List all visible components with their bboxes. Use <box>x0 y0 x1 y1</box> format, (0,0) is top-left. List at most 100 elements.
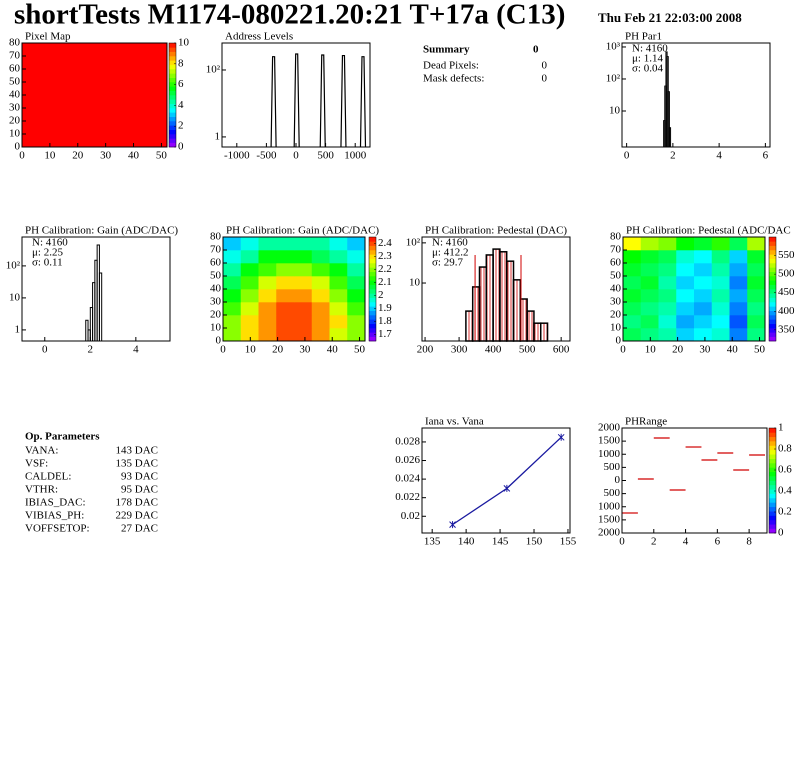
colorbar-segment <box>769 480 776 486</box>
param-label: CALDEL: <box>25 471 71 483</box>
x-tick-label: 150 <box>526 536 543 548</box>
y-tick-label: 20 <box>610 309 622 321</box>
heatmap-cell <box>694 315 713 329</box>
heatmap-cell <box>640 250 659 264</box>
histogram-bar <box>533 322 542 342</box>
colorbar-segment <box>169 138 176 143</box>
heatmap-cell <box>694 328 713 342</box>
histogram-bar <box>499 251 508 342</box>
colorbar-segment <box>169 51 176 57</box>
param-value: 95 DAC <box>121 484 158 496</box>
heatmap-cell <box>711 263 730 277</box>
heatmap-cell <box>276 237 295 251</box>
x-tick-label: 10 <box>645 344 657 356</box>
heatmap-cell <box>623 263 642 277</box>
heatmap-cell <box>747 302 766 316</box>
spike <box>319 54 326 148</box>
colorbar-label: 2.2 <box>378 263 392 275</box>
x-tick-label: 10 <box>44 150 56 162</box>
chart-title: PH Par1 <box>625 31 662 43</box>
y-tick-label: 80 <box>610 231 622 243</box>
heatmap-cell <box>347 315 366 329</box>
heatmap-cell <box>676 263 695 277</box>
date: Thu Feb 21 22:03:00 2008 <box>598 10 742 25</box>
y-tick-label: 50 <box>9 76 21 88</box>
y-tick-label: 70 <box>210 244 222 256</box>
heatmap-cell <box>729 263 748 277</box>
colorbar-segment <box>369 284 376 290</box>
colorbar-segment <box>769 280 776 285</box>
y-tick-label: 0.02 <box>401 510 420 522</box>
colorbar-label: 4 <box>178 99 184 111</box>
y-tick-label: 10 <box>610 322 622 334</box>
colorbar-segment <box>169 56 176 61</box>
heatmap-cell <box>223 276 242 290</box>
param-label: VANA: <box>25 445 58 457</box>
x-tick-label: 40 <box>128 150 140 162</box>
param-label: VTHR: <box>25 484 58 496</box>
x-tick-label: 4 <box>133 344 139 356</box>
heatmap-cell <box>347 276 366 290</box>
colorbar-label: 0 <box>178 141 184 153</box>
colorbar-segment <box>769 310 776 316</box>
heatmap-cell <box>311 315 330 329</box>
colorbar-segment <box>769 271 776 277</box>
y-tick-label: 0.022 <box>395 491 420 503</box>
colorbar-frame <box>768 427 777 534</box>
summary-row-value: 0 <box>542 73 548 85</box>
stats-line: σ: 0.04 <box>632 63 663 75</box>
summary-row-value: 0 <box>542 60 548 72</box>
heatmap-cell <box>747 237 766 251</box>
heatmap-cell <box>329 302 348 316</box>
param-label: IBIAS_DAC: <box>25 497 86 509</box>
chart-title: PH Calibration: Gain (ADC/DAC) <box>25 225 178 237</box>
x-tick-label: 2 <box>651 536 657 548</box>
colorbar-label: 1 <box>778 422 784 434</box>
colorbar-segment <box>369 258 376 264</box>
heatmap-cell <box>276 315 295 329</box>
colorbar-frame <box>768 236 777 342</box>
heatmap-cell <box>676 250 695 264</box>
heatmap-cell <box>711 302 730 316</box>
histogram-bar <box>98 272 103 342</box>
heatmap-cell <box>694 263 713 277</box>
x-tick-label: 300 <box>451 344 468 356</box>
x-tick-label: 600 <box>553 344 570 356</box>
colorbar-segment <box>769 524 776 529</box>
y-tick-label: 2000 <box>598 422 621 434</box>
colorbar-segment <box>769 519 776 525</box>
x-tick-label: 20 <box>672 344 684 356</box>
y-tick-label: 40 <box>9 89 21 101</box>
x-tick-label: 1000 <box>344 150 367 162</box>
x-tick-label: -500 <box>256 150 277 162</box>
plot-frame <box>621 42 771 148</box>
x-tick-label: 50 <box>754 344 766 356</box>
heatmap-cell <box>694 289 713 303</box>
heatmap-cell <box>294 315 313 329</box>
colorbar-label: 0.8 <box>778 443 792 455</box>
y-tick-label: 500 <box>604 461 621 473</box>
colorbar-label: 450 <box>778 286 795 298</box>
x-tick-label: 20 <box>72 150 84 162</box>
y-tick-label: 0.028 <box>395 435 420 447</box>
x-tick-label: 135 <box>424 536 441 548</box>
colorbar-segment <box>769 463 776 468</box>
y-tick-label: 1500 <box>598 435 621 447</box>
y-tick-label: 0 <box>616 335 622 347</box>
heatmap-cell <box>347 237 366 251</box>
spike <box>340 54 347 148</box>
colorbar-label: 1.9 <box>378 302 392 314</box>
spike <box>293 53 300 148</box>
heatmap-cell <box>729 302 748 316</box>
histogram-bar <box>465 310 474 342</box>
summary-value: 0 <box>533 44 539 56</box>
x-tick-label: 30 <box>699 344 711 356</box>
marker <box>449 521 456 529</box>
x-tick-label: 0 <box>624 150 630 162</box>
heatmap-cell <box>223 237 242 251</box>
heatmap-cell <box>240 263 259 277</box>
heatmap-cell <box>22 43 168 148</box>
colorbar-label: 6 <box>178 78 184 90</box>
colorbar-segment <box>769 323 776 329</box>
param-value: 93 DAC <box>121 471 158 483</box>
